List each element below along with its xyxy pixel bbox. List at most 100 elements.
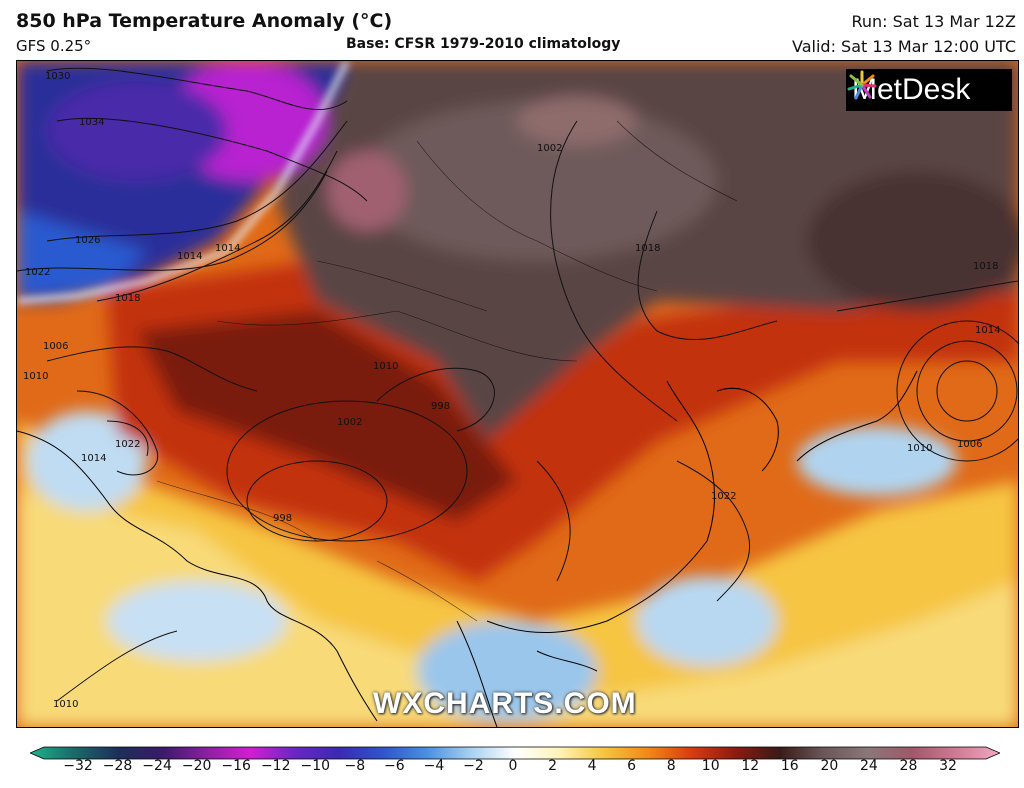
climatology-base-label: Base: CFSR 1979-2010 climatology — [346, 36, 621, 52]
metdesk-burst-icon — [847, 70, 877, 100]
isobar-label: 1014 — [975, 325, 1000, 336]
colorbar-tick-label: 32 — [939, 758, 957, 774]
malay-coast — [456, 620, 498, 727]
isobar-label: 1006 — [957, 439, 982, 450]
colorbar-tick-label: −4 — [423, 758, 445, 774]
isobar-labels: 1030 1034 1026 1022 1014 1018 1006 1010 … — [23, 71, 1000, 710]
colorbar-tick-label: 6 — [627, 758, 637, 774]
isobar-1006-low — [896, 320, 1018, 462]
isobar-label: 1006 — [43, 341, 68, 352]
colorbar-tick-label: 2 — [548, 758, 557, 774]
colorbar-tick-label: −10 — [300, 758, 331, 774]
isobar-1030 — [46, 67, 348, 110]
pale-yellow-zone — [17, 491, 1018, 727]
japan-coast — [796, 370, 918, 462]
wxcharts-watermark: WXCHARTS.COM — [373, 687, 637, 720]
colorbar-tick-label: −2 — [463, 758, 484, 774]
colorbar-tick-label: 8 — [666, 758, 676, 774]
colorbar-tick-label: 0 — [508, 758, 518, 774]
isobar-label: 1034 — [79, 117, 104, 128]
isobar-1022 — [17, 170, 328, 272]
colorbar-tick-label: −8 — [344, 758, 366, 774]
metdesk-logo: MetDesk — [846, 69, 1012, 111]
colorbar-tick-label: 24 — [859, 758, 878, 774]
isobar-label: 1014 — [177, 251, 202, 262]
map-canvas: 1030 1034 1026 1022 1014 1018 1006 1010 … — [17, 61, 1018, 727]
india-cold-patch — [107, 581, 287, 661]
colorbar-tick-label: −28 — [102, 758, 133, 774]
isobar-1014-west — [76, 390, 159, 476]
china-coast — [486, 380, 715, 634]
isobar-1002 — [226, 400, 468, 542]
isobar-1034 — [56, 117, 368, 202]
isobar-label: 1010 — [907, 443, 932, 454]
colorbar-tick-label: −16 — [221, 758, 251, 774]
isobar-label: 1022 — [115, 439, 140, 450]
isobar-label: 1018 — [635, 243, 660, 254]
run-time-label: Run: Sat 13 Mar 12Z — [851, 12, 1016, 31]
isobar-label: 1014 — [81, 453, 106, 464]
korea-coast — [716, 387, 779, 472]
isobar-1022-west — [106, 420, 149, 457]
grey-brown-core — [357, 101, 717, 261]
colorbar-tick-label: −12 — [260, 758, 291, 774]
cold-front-edge — [17, 61, 350, 304]
isobar-label: 1010 — [373, 361, 398, 372]
isobar-1018-north — [637, 210, 778, 341]
south-asia-coast — [17, 430, 378, 722]
colorbar-scale — [30, 746, 1000, 760]
southchina-cold-patch — [637, 576, 777, 666]
isobar-label: 1010 — [23, 371, 48, 382]
isobar-1010-low — [916, 340, 1018, 442]
pink-hotspot-1 — [327, 151, 407, 231]
isobar-label: 1018 — [973, 261, 998, 272]
colorbar-tick-label: 20 — [820, 758, 839, 774]
isobar-label: 1022 — [25, 267, 50, 278]
isobar-label: 998 — [273, 513, 292, 524]
cold-light-blue-region — [17, 211, 147, 296]
isobar-label: 1026 — [75, 235, 100, 246]
purple-cold-core — [47, 81, 227, 181]
isobar-1010-sw — [56, 630, 178, 702]
colorbar-tick-label: −24 — [142, 758, 172, 774]
colorbar-tick-label: 12 — [741, 758, 760, 774]
west-cold-patch — [27, 411, 147, 511]
colorbar-tick-label: 16 — [780, 758, 799, 774]
isobar-label: 998 — [431, 401, 450, 412]
isobar-998 — [246, 460, 388, 542]
japan-cold-patch — [797, 426, 957, 496]
isobar-1010-south — [536, 460, 571, 582]
valid-time-label: Valid: Sat 13 Mar 12:00 UTC — [792, 37, 1016, 56]
isobar-1026 — [46, 120, 348, 242]
colorbar-tick-label: −6 — [384, 758, 405, 774]
colorbar-tick-label: −32 — [63, 758, 93, 774]
isobars — [17, 67, 1018, 702]
isobar-1006 — [46, 346, 258, 392]
isobar-label: 1030 — [45, 71, 70, 82]
isobar-label: 1018 — [115, 293, 140, 304]
coastlines — [17, 370, 918, 727]
isobar-1018 — [96, 150, 338, 302]
colorbar-tick-label: −20 — [181, 758, 212, 774]
isobar-label: 1014 — [215, 243, 240, 254]
isobar-1014-low — [936, 360, 998, 422]
isobar-label: 1010 — [53, 699, 78, 710]
isobar-label: 1002 — [337, 417, 362, 428]
colorbar-tick-label: 10 — [701, 758, 720, 774]
isobar-1018-east — [836, 280, 1018, 312]
indochina-cold-patch — [417, 621, 597, 721]
east-dark-core — [807, 171, 1018, 311]
isobar-1022-east — [676, 460, 751, 602]
isobar-1014-north — [550, 120, 678, 422]
colorbar — [30, 746, 1000, 760]
isobar-label: 1022 — [711, 491, 736, 502]
colorbar-tick-label: 28 — [899, 758, 918, 774]
hainan-coast — [536, 650, 598, 672]
temperature-anomaly-map[interactable]: 1030 1034 1026 1022 1014 1018 1006 1010 … — [16, 60, 1019, 728]
colorbar-tick-label: 4 — [587, 758, 597, 774]
isobar-1010 — [376, 367, 495, 432]
model-label: GFS 0.25° — [16, 37, 92, 55]
isobar-label: 1002 — [537, 143, 562, 154]
map-title: 850 hPa Temperature Anomaly (°C) — [16, 10, 393, 32]
deep-red-core — [137, 311, 517, 521]
